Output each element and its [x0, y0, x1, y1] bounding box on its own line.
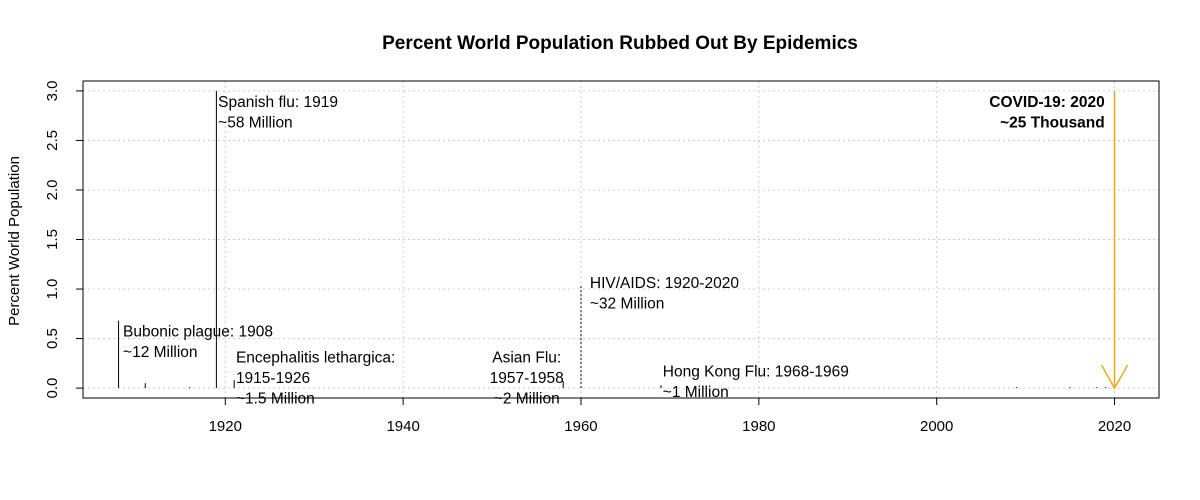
annotation-label: Asian Flu: 1957-1958 ~2 Million	[490, 349, 564, 407]
annotation-line: ~2 Million	[494, 390, 560, 407]
y-tick-label: 3.0	[44, 80, 61, 101]
annotation-label: COVID-19: 2020 ~25 Thousand	[989, 94, 1104, 132]
y-tick-label: 2.0	[44, 180, 61, 201]
annotation-line: HIV/AIDS: 1920-2020	[590, 275, 739, 292]
plot-frame	[82, 80, 1160, 399]
annotation-line: ~12 Million	[123, 344, 198, 361]
annotation-line: ~32 Million	[590, 296, 665, 313]
annotation-line: ~25 Thousand	[1000, 114, 1105, 131]
annotation-line: ~58 Million	[218, 114, 293, 131]
x-tick-label: 1960	[564, 418, 597, 435]
y-tick-label: 0.0	[44, 378, 61, 399]
annotation-line: ~1.5 Million	[236, 390, 315, 407]
x-tick-label: 1980	[742, 418, 775, 435]
x-tick-label: 1940	[386, 418, 419, 435]
annotations: Bubonic plague: 1908 ~12 Million Spanish f…	[123, 94, 1105, 408]
annotation-label: Encephalitis lethargica: 1915-1926 ~1.5 Mi…	[236, 349, 395, 407]
y-tick-label: 1.5	[44, 229, 61, 250]
annotation-label: HIV/AIDS: 1920-2020 ~32 Million	[590, 275, 739, 313]
annotation-line: 1957-1958	[490, 370, 564, 387]
y-tick-label: 2.5	[44, 130, 61, 151]
x-tick-label: 2000	[920, 418, 953, 435]
covid-arrow-head	[1100, 364, 1129, 390]
annotation-line: ~1 Million	[663, 384, 729, 401]
axes: 1920 1940 1960 1980 2000 2020 0.0 0.5 1.0 1.5 2.0 2…	[44, 80, 1131, 435]
chart-title: Percent World Population Rubbed Out By E…	[382, 33, 858, 54]
y-tick-label: 0.5	[44, 328, 61, 349]
annotation-line: COVID-19: 2020	[989, 94, 1104, 111]
annotation-line: Encephalitis lethargica:	[236, 349, 395, 366]
data-marks	[118, 90, 1129, 390]
annotation-line: 1915-1926	[236, 370, 310, 387]
x-tick-label: 2020	[1098, 418, 1131, 435]
grid-layer	[83, 81, 1159, 398]
y-axis-title: Percent World Population	[6, 156, 23, 326]
annotation-label: Bubonic plague: 1908 ~12 Million	[123, 324, 273, 362]
annotation-label: Spanish flu: 1919 ~58 Million	[218, 94, 338, 132]
x-tick-label: 1920	[209, 418, 242, 435]
annotation-line: Bubonic plague: 1908	[123, 324, 273, 341]
annotation-line: Spanish flu: 1919	[218, 94, 338, 111]
annotation-line: Hong Kong Flu: 1968-1969	[663, 363, 849, 380]
annotation-line: Asian Flu:	[492, 349, 561, 366]
y-tick-label: 1.0	[44, 279, 61, 300]
annotation-label: Hong Kong Flu: 1968-1969 ~1 Million	[663, 363, 849, 401]
